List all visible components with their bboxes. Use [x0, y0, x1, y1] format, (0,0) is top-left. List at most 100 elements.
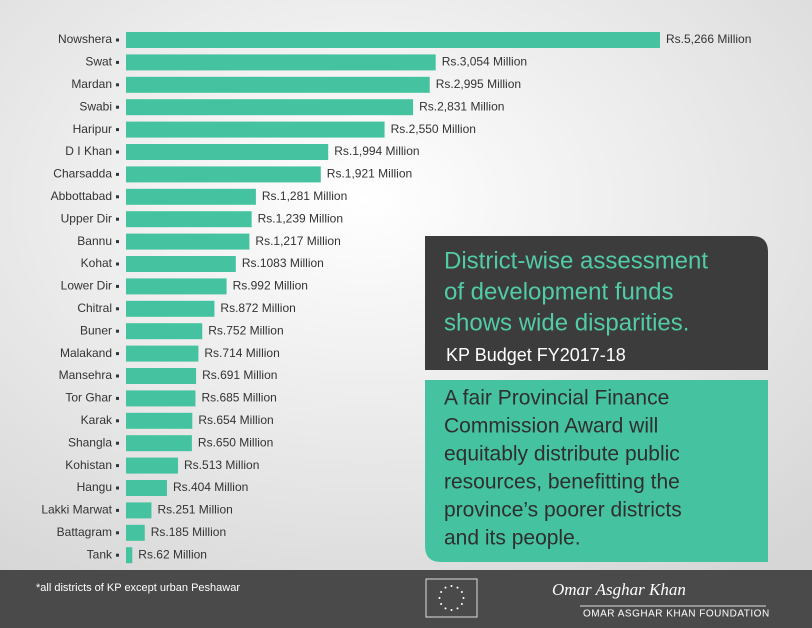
- label-marker: [116, 262, 119, 266]
- bar: [126, 480, 167, 496]
- bar: [126, 256, 236, 272]
- bar: [126, 300, 215, 317]
- category-label: Mansehra: [59, 368, 113, 382]
- value-label: Rs.1,217 Million: [255, 234, 340, 248]
- bar: [126, 435, 192, 452]
- category-label: Kohistan: [65, 458, 112, 472]
- headline: shows wide disparities.: [444, 309, 689, 336]
- category-label: Swabi: [79, 99, 112, 113]
- category-label: Swat: [85, 55, 112, 69]
- value-label: Rs.3,054 Million: [442, 55, 527, 69]
- star: [460, 591, 463, 593]
- bar: [126, 547, 133, 564]
- star: [444, 607, 447, 610]
- category-label: Malakand: [60, 346, 112, 360]
- category-label: Lower Dir: [61, 279, 112, 293]
- footnote: *all districts of KP except urban Peshaw…: [36, 582, 240, 594]
- bar: [126, 390, 196, 407]
- star: [460, 603, 463, 605]
- label-marker: [116, 307, 119, 311]
- signature: Omar Asghar Khan: [552, 580, 686, 599]
- label-marker: [116, 105, 119, 109]
- headline: of development funds: [444, 278, 674, 305]
- star: [450, 609, 453, 611]
- label-marker: [116, 217, 119, 221]
- bar: [126, 323, 203, 340]
- value-label: Rs.714 Million: [204, 346, 279, 360]
- bar: [126, 32, 660, 48]
- category-label: Nowshera: [58, 32, 112, 46]
- label-marker: [116, 508, 119, 512]
- star: [456, 607, 459, 610]
- label-marker: [116, 60, 119, 64]
- category-label: Buner: [80, 323, 112, 337]
- bar: [126, 412, 193, 429]
- bar: [126, 211, 252, 228]
- star: [450, 585, 453, 587]
- star: [462, 597, 465, 599]
- label-marker: [116, 128, 119, 132]
- category-label: Chitral: [77, 301, 112, 315]
- value-label: Rs.650 Million: [198, 435, 273, 449]
- star: [440, 603, 443, 605]
- label-marker: [116, 172, 119, 176]
- value-label: Rs.2,550 Million: [391, 122, 476, 136]
- value-label: Rs.2,831 Million: [419, 99, 504, 113]
- value-label: Rs.62 Million: [138, 547, 207, 561]
- label-marker: [116, 419, 119, 423]
- bar: [126, 233, 250, 250]
- eu-stars: [438, 585, 465, 611]
- value-label: Rs.1,281 Million: [262, 189, 347, 203]
- category-label: D I Khan: [65, 144, 112, 158]
- value-label: Rs.2,995 Million: [436, 77, 521, 91]
- eu-flag: [425, 578, 478, 618]
- category-label: Hangu: [77, 480, 112, 494]
- label-marker: [116, 486, 119, 490]
- value-label: Rs.251 Million: [157, 503, 232, 517]
- bar: [126, 54, 436, 71]
- value-label: Rs.185 Million: [151, 525, 226, 539]
- category-label: Tor Ghar: [65, 391, 112, 405]
- category-label: Mardan: [71, 77, 112, 91]
- category-label: Upper Dir: [61, 211, 112, 225]
- category-label: Kohat: [81, 256, 113, 270]
- value-label: Rs.992 Million: [233, 279, 308, 293]
- body-text: province’s poorer districts: [444, 499, 682, 522]
- category-label: Karak: [81, 413, 113, 427]
- body-box: [425, 380, 768, 562]
- value-label: Rs.685 Million: [201, 391, 276, 405]
- category-label: Shangla: [68, 435, 112, 449]
- bar: [126, 76, 430, 93]
- star: [438, 597, 441, 599]
- bar: [126, 144, 329, 160]
- star: [456, 586, 459, 589]
- label-marker: [116, 284, 119, 288]
- value-label: Rs.1,921 Million: [327, 167, 412, 181]
- value-label: Rs.5,266 Million: [666, 32, 751, 46]
- category-label: Lakki Marwat: [41, 503, 112, 517]
- headline-box: [425, 236, 768, 370]
- label-marker: [116, 83, 119, 87]
- bar: [126, 368, 197, 384]
- body-text: and its people.: [444, 527, 581, 550]
- body-text: equitably distribute public: [444, 443, 680, 466]
- category-label: Abbottabad: [51, 189, 112, 203]
- body-text: resources, benefitting the: [444, 471, 680, 494]
- category-label: Bannu: [77, 234, 112, 248]
- star: [440, 591, 443, 593]
- bar: [126, 345, 199, 362]
- value-label: Rs.691 Million: [202, 368, 277, 382]
- bar: [126, 99, 414, 116]
- label-marker: [116, 38, 119, 42]
- footer: [0, 570, 812, 628]
- bar: [126, 121, 385, 138]
- body-text: Commission Award will: [444, 415, 658, 438]
- category-label: Charsadda: [53, 167, 112, 181]
- label-marker: [116, 374, 119, 378]
- value-label: Rs.752 Million: [208, 323, 283, 337]
- label-marker: [116, 329, 119, 333]
- label-marker: [116, 441, 119, 445]
- category-label: Haripur: [73, 122, 112, 136]
- value-label: Rs.1,239 Million: [258, 211, 343, 225]
